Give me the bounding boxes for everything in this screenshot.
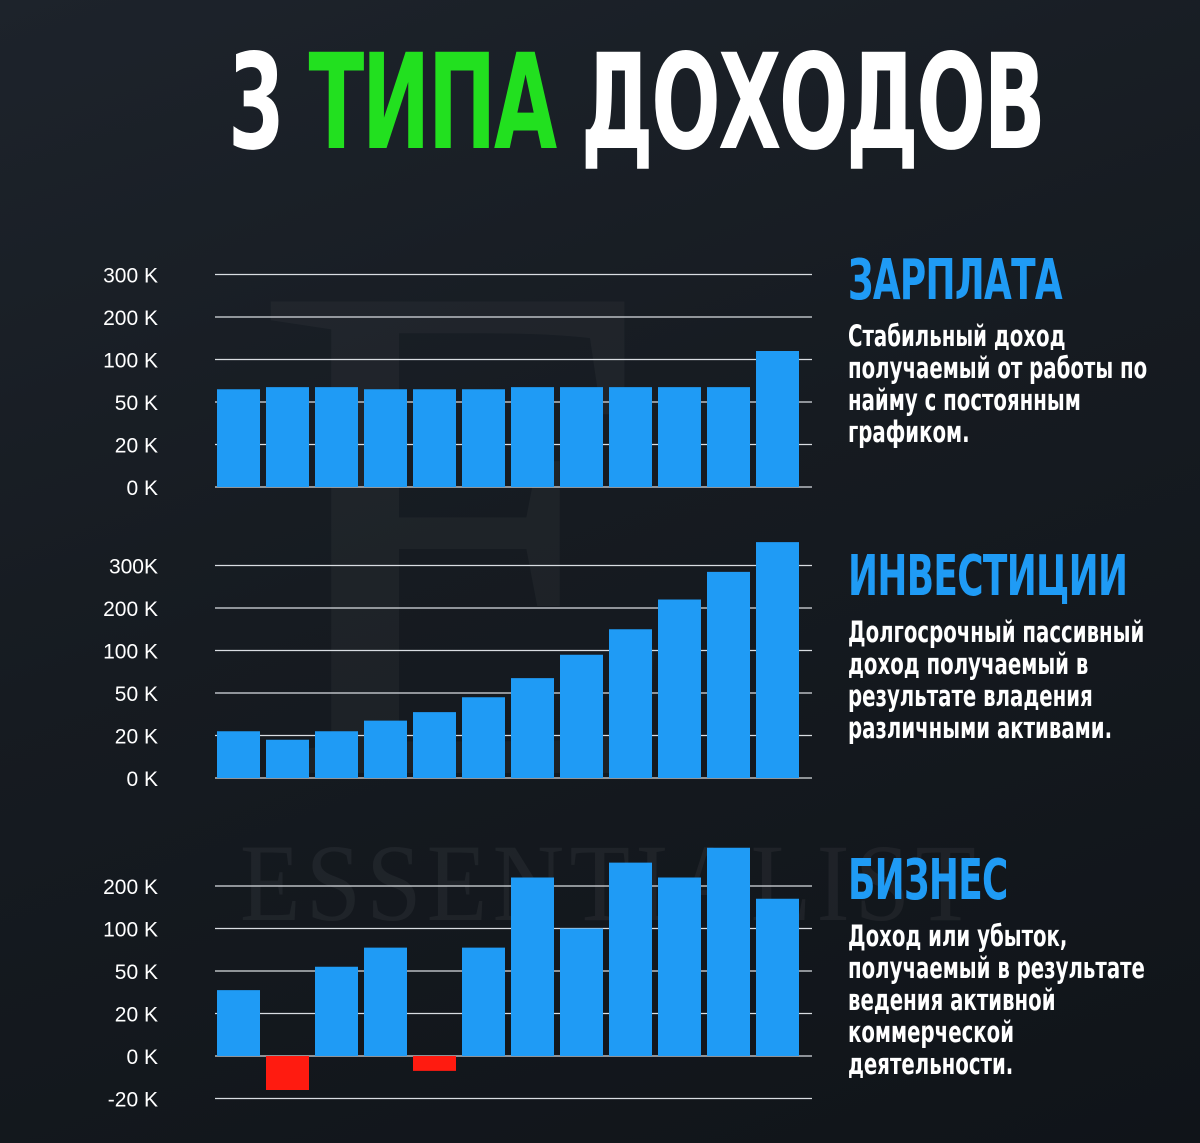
panel-investments-title: ИНВЕСТИЦИИ (848, 544, 1128, 609)
watermark-text: ESSENTIALIST (240, 820, 976, 947)
y-tick-label: 50 K (115, 683, 158, 706)
y-tick-label: 20 K (115, 435, 158, 458)
chart-bar (462, 947, 505, 1056)
chart-bar (707, 571, 750, 778)
y-tick-label: 300K (109, 556, 158, 579)
chart-bar (217, 990, 260, 1056)
chart-bar (609, 862, 652, 1056)
chart-bar (413, 712, 456, 778)
y-tick-label: 50 K (115, 961, 158, 984)
chart-bar (658, 387, 701, 487)
y-tick-label: 100 K (103, 641, 158, 664)
chart-bar (315, 387, 358, 487)
chart-bar (462, 697, 505, 778)
panel-salary-description: Стабильный доход получаемый от работы по… (848, 319, 1148, 449)
chart-bar (315, 966, 358, 1056)
y-tick-label: 20 K (115, 1004, 158, 1027)
page-title: 3 ТИПА ДОХОДОВ (228, 26, 1046, 180)
panel-business-description: Доход или убыток, получаемый в результат… (848, 919, 1145, 1081)
y-tick-label: 20 K (115, 726, 158, 749)
y-tick-label: 200 K (103, 598, 158, 621)
title-word: ДОХОДОВ (580, 26, 1046, 180)
chart-bar (266, 387, 309, 487)
chart-bar (560, 928, 603, 1056)
chart-bar (511, 678, 554, 778)
y-tick-label: 0 K (126, 1046, 158, 1069)
panel-business-title: БИЗНЕС (848, 848, 1008, 913)
chart-bar (217, 389, 260, 487)
chart-bar (756, 351, 799, 487)
panel-investments: ИНВЕСТИЦИИ Долгосрочный пассивный доход … (848, 544, 1178, 745)
y-tick-label: 200 K (103, 876, 158, 899)
chart-bar (511, 877, 554, 1056)
chart-bar (756, 898, 799, 1056)
panel-business: БИЗНЕС Доход или убыток, получаемый в ре… (848, 848, 1178, 1081)
y-tick-label: 50 K (115, 392, 158, 415)
chart-bar (266, 1056, 309, 1090)
chart-bar (413, 1056, 456, 1071)
chart-bar (707, 387, 750, 487)
chart-bar (315, 731, 358, 778)
chart-bar (658, 877, 701, 1056)
chart-bar (609, 629, 652, 778)
y-tick-label: 100 K (103, 350, 158, 373)
panel-salary: ЗАРПЛАТА Стабильный доход получаемый от … (848, 248, 1178, 449)
panel-investments-description: Долгосрочный пассивный доход получаемый … (848, 615, 1145, 745)
chart-bar (609, 387, 652, 487)
chart-bar (462, 389, 505, 487)
chart-bar (217, 731, 260, 778)
chart-bar (511, 387, 554, 487)
y-tick-label: 300 K (103, 265, 158, 288)
chart-bar (266, 739, 309, 778)
chart-bar (364, 389, 407, 487)
chart-bar (658, 599, 701, 778)
chart-bar (560, 387, 603, 487)
title-number: 3 (228, 26, 285, 180)
chart-bar (364, 720, 407, 778)
y-tick-label: -20 K (108, 1089, 158, 1112)
chart-bar (413, 389, 456, 487)
y-tick-label: 0 K (126, 477, 158, 500)
title-highlight: ТИПА (308, 26, 557, 180)
panel-salary-title: ЗАРПЛАТА (848, 248, 1063, 313)
chart-bar (560, 654, 603, 778)
y-tick-label: 0 K (126, 768, 158, 791)
chart-bar (707, 847, 750, 1056)
y-tick-label: 200 K (103, 307, 158, 330)
y-tick-label: 100 K (103, 919, 158, 942)
chart-bar (364, 947, 407, 1056)
chart-bar (756, 542, 799, 778)
